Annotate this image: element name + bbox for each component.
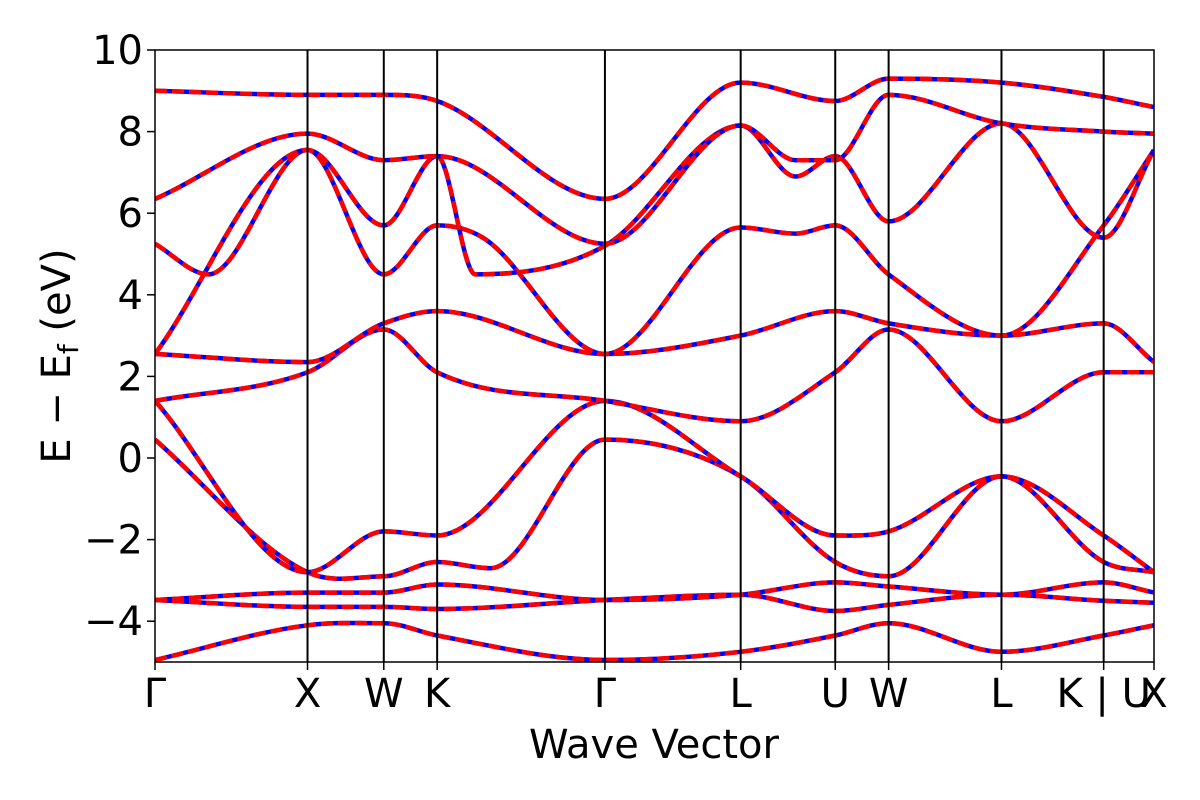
band-10-base xyxy=(155,92,1154,247)
y-tick-label-5: 4 xyxy=(118,273,143,319)
band-lines xyxy=(155,76,1154,662)
x-tick-label-7: U xyxy=(821,671,850,717)
kpoint-lines xyxy=(306,50,1105,662)
x-tick-label-11: X xyxy=(1140,671,1167,717)
y-tick-label-1: −4 xyxy=(84,599,143,645)
band-11-base xyxy=(155,76,1154,202)
x-tick-label-6: L xyxy=(730,671,753,717)
band-11-overlay xyxy=(155,76,1154,202)
band-7-overlay xyxy=(155,308,1154,365)
y-axis-label-subscript: f xyxy=(52,343,85,354)
band-4-base xyxy=(155,437,1154,582)
x-axis-label: Wave Vector xyxy=(529,722,780,768)
y-axis-label: E − Ef (eV) xyxy=(34,248,85,463)
y-tick-label-4: 2 xyxy=(118,354,143,400)
x-tick-label-9: L xyxy=(990,671,1013,717)
band-2-overlay xyxy=(155,592,1154,614)
x-tick-label-1: Γ xyxy=(144,671,167,717)
band-9-overlay xyxy=(155,121,1154,277)
band-8-base xyxy=(155,147,1154,357)
x-tick-label-3: W xyxy=(364,671,404,717)
band-3-overlay xyxy=(155,580,1154,603)
band-10-overlay xyxy=(155,92,1154,247)
x-tick-label-5: Γ xyxy=(594,671,617,717)
x-tick-label-8: W xyxy=(869,671,909,717)
x-tick-label-10: K | U xyxy=(1056,671,1150,717)
band-4-overlay xyxy=(155,437,1154,582)
band-1-base xyxy=(155,620,1154,662)
band-5-base xyxy=(155,398,1154,575)
x-tick-label-4: K xyxy=(424,671,452,717)
band-8-overlay xyxy=(155,147,1154,357)
y-tick-label-2: −2 xyxy=(84,518,143,564)
y-tick-label-8: 10 xyxy=(92,28,143,74)
band-1-overlay xyxy=(155,620,1154,662)
y-axis-label-unit: (eV) xyxy=(34,248,80,344)
plot-frame xyxy=(154,49,1155,663)
y-axis: −4 −2 0 2 4 6 8 10 xyxy=(84,28,155,645)
band-6-base xyxy=(155,327,1154,424)
y-tick-label-6: 6 xyxy=(118,191,143,237)
x-tick-label-2: X xyxy=(294,671,321,717)
y-axis-label-main: E − E xyxy=(34,354,80,464)
band-5-overlay xyxy=(155,398,1154,575)
y-tick-label-7: 8 xyxy=(118,110,143,156)
y-tick-label-3: 0 xyxy=(118,436,143,482)
